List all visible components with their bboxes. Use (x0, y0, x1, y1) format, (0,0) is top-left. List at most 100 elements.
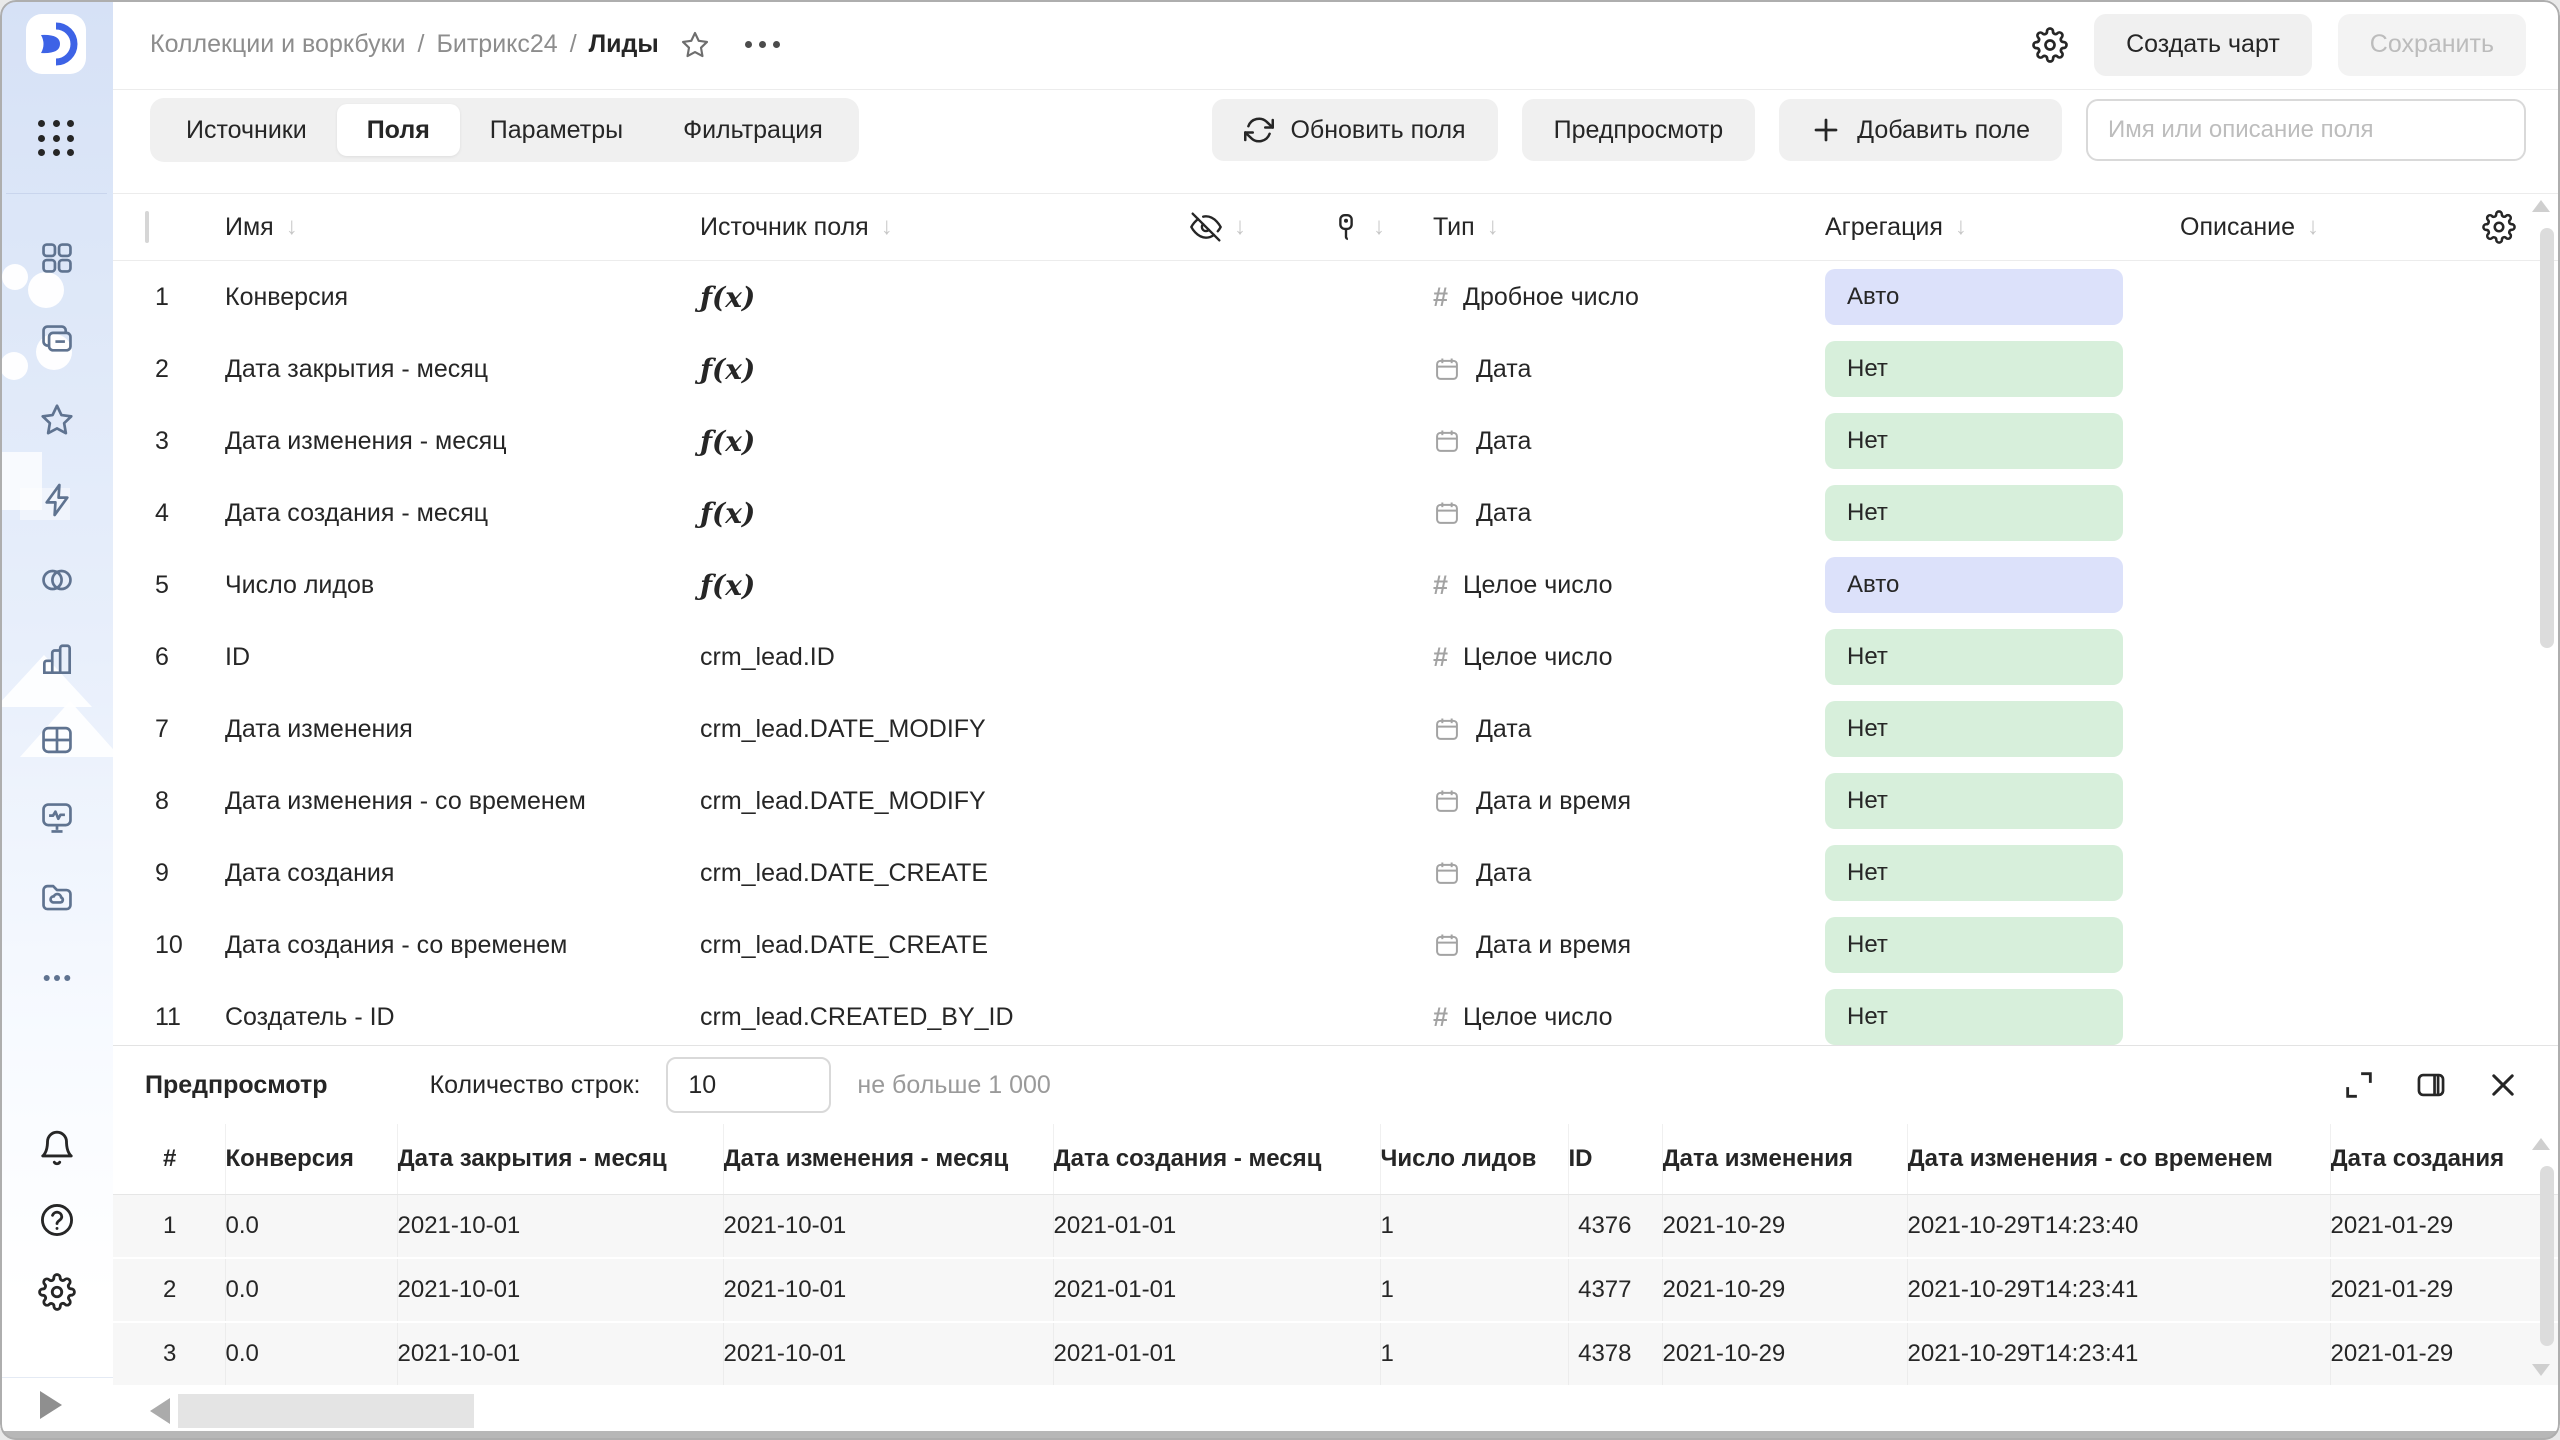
field-type[interactable]: # Целое число (1433, 642, 1825, 673)
aggregation-select[interactable]: Авто (1825, 557, 2123, 613)
row-count-input[interactable] (666, 1057, 831, 1113)
aggregation-select[interactable]: Нет (1825, 341, 2123, 397)
field-name[interactable]: Дата изменения - со временем (225, 787, 700, 816)
column-header-type[interactable]: Тип (1433, 213, 1475, 242)
expand-sidebar-icon (40, 1391, 62, 1419)
monitor-pulse-icon (38, 799, 76, 837)
sort-arrow-icon[interactable]: ↓ (1487, 213, 1499, 241)
field-name[interactable]: Конверсия (225, 283, 700, 312)
preview-scroll-up-arrow[interactable] (2532, 1138, 2550, 1150)
create-chart-button[interactable]: Создать чарт (2094, 14, 2312, 76)
tab-parameters[interactable]: Параметры (460, 104, 653, 156)
select-all-checkbox[interactable] (145, 211, 149, 243)
aggregation-select[interactable]: Нет (1825, 989, 2123, 1045)
sort-arrow-icon[interactable]: ↓ (1373, 213, 1385, 241)
formula-icon: ƒ(x) (700, 425, 755, 458)
breadcrumb-collections[interactable]: Коллекции и воркбуки (150, 30, 406, 59)
field-name[interactable]: Дата создания (225, 859, 700, 888)
field-search-input[interactable] (2086, 99, 2526, 161)
notifications-button[interactable] (35, 1126, 79, 1170)
field-name[interactable]: ID (225, 643, 700, 672)
sidebar-item-datasets[interactable] (35, 718, 79, 762)
tab-fields[interactable]: Поля (337, 104, 460, 156)
sort-arrow-icon[interactable]: ↓ (2307, 213, 2319, 241)
aggregation-select[interactable]: Нет (1825, 413, 2123, 469)
field-name[interactable]: Дата создания - со временем (225, 931, 700, 960)
field-type[interactable]: # Дробное число (1433, 282, 1825, 313)
field-type[interactable]: # Дата и время (1433, 787, 1825, 816)
datalens-logo[interactable] (26, 14, 86, 74)
sidebar-item-monitoring[interactable] (35, 796, 79, 840)
add-field-button[interactable]: Добавить поле (1779, 99, 2062, 161)
aggregation-select[interactable]: Нет (1825, 629, 2123, 685)
sidebar-item-charts[interactable] (35, 638, 79, 682)
table-icon (38, 721, 76, 759)
scroll-up-arrow[interactable] (2532, 200, 2550, 212)
vertical-scrollbar-thumb[interactable] (2540, 228, 2554, 648)
column-header-description[interactable]: Описание (2180, 213, 2295, 242)
sort-arrow-icon[interactable]: ↓ (881, 213, 893, 241)
field-name[interactable]: Дата изменения - месяц (225, 427, 700, 456)
sidebar-expand-button[interactable] (0, 1377, 113, 1431)
scroll-left-arrow[interactable] (150, 1398, 170, 1424)
sidebar-item-collections[interactable] (35, 318, 79, 362)
calendar-type-icon (1433, 859, 1461, 887)
sidebar-item-quick-actions[interactable] (35, 478, 79, 522)
sidebar-item-more[interactable] (35, 956, 79, 1000)
aggregation-select[interactable]: Нет (1825, 773, 2123, 829)
preview-close-button[interactable] (2486, 1068, 2520, 1102)
sidebar-item-connections[interactable] (35, 558, 79, 602)
preview-toggle-button[interactable]: Предпросмотр (1522, 99, 1756, 161)
preview-cell: 2021-01-29 (2330, 1322, 2560, 1386)
aggregation-select[interactable]: Нет (1825, 485, 2123, 541)
sidebar-item-favorites[interactable] (35, 398, 79, 442)
sort-arrow-icon[interactable]: ↓ (1234, 213, 1246, 241)
key-column-header[interactable] (1331, 212, 1361, 242)
field-name[interactable]: Дата создания - месяц (225, 499, 700, 528)
aggregation-select[interactable]: Нет (1825, 701, 2123, 757)
help-button[interactable] (35, 1198, 79, 1242)
field-type[interactable]: # Дата (1433, 715, 1825, 744)
column-header-name[interactable]: Имя (225, 213, 274, 242)
settings-button-sidebar[interactable] (35, 1270, 79, 1314)
aggregation-select[interactable]: Авто (1825, 269, 2123, 325)
field-type[interactable]: # Дата (1433, 859, 1825, 888)
hidden-column-header[interactable] (1190, 211, 1222, 243)
more-actions-button[interactable] (745, 41, 780, 48)
preview-cell: 0.0 (225, 1258, 397, 1322)
favorite-star-button[interactable] (679, 29, 711, 61)
field-type[interactable]: # Дата (1433, 499, 1825, 528)
field-type[interactable]: # Дата (1433, 355, 1825, 384)
dataset-settings-button[interactable] (2032, 27, 2068, 63)
sidebar-item-storage[interactable] (35, 876, 79, 920)
tab-sources[interactable]: Источники (156, 104, 337, 156)
field-type[interactable]: # Дата (1433, 427, 1825, 456)
field-name[interactable]: Число лидов (225, 571, 700, 600)
sort-arrow-icon[interactable]: ↓ (286, 213, 298, 241)
aggregation-select[interactable]: Нет (1825, 917, 2123, 973)
formula-icon: ƒ(x) (700, 353, 755, 386)
columns-settings-button[interactable] (2482, 210, 2516, 244)
sort-arrow-icon[interactable]: ↓ (1955, 213, 1967, 241)
preview-vertical-scrollbar-thumb[interactable] (2540, 1166, 2554, 1346)
column-header-source[interactable]: Источник поля (700, 213, 869, 242)
sidebar-item-dashboards[interactable] (35, 236, 79, 280)
apps-menu-icon[interactable] (38, 120, 76, 158)
preview-dock-right-button[interactable] (2414, 1068, 2448, 1102)
breadcrumb-workbook[interactable]: Битрикс24 (436, 30, 557, 59)
horizontal-scrollbar-thumb[interactable] (178, 1394, 474, 1428)
field-name[interactable]: Дата изменения (225, 715, 700, 744)
collections-icon (38, 321, 76, 359)
save-button[interactable]: Сохранить (2338, 14, 2526, 76)
field-name[interactable]: Дата закрытия - месяц (225, 355, 700, 384)
field-type[interactable]: # Дата и время (1433, 931, 1825, 960)
field-type[interactable]: # Целое число (1433, 1002, 1825, 1033)
aggregation-select[interactable]: Нет (1825, 845, 2123, 901)
field-type[interactable]: # Целое число (1433, 570, 1825, 601)
field-name[interactable]: Создатель - ID (225, 1003, 700, 1032)
preview-scroll-down-arrow[interactable] (2532, 1364, 2550, 1376)
refresh-fields-button[interactable]: Обновить поля (1212, 99, 1497, 161)
column-header-aggregation[interactable]: Агрегация (1825, 213, 1943, 242)
preview-expand-button[interactable] (2342, 1068, 2376, 1102)
tab-filtering[interactable]: Фильтрация (653, 104, 853, 156)
